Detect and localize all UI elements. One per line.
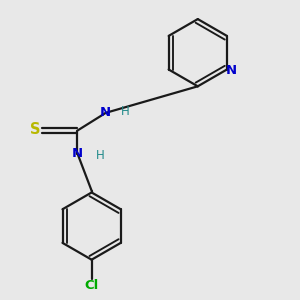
Text: H: H (121, 105, 130, 118)
Text: N: N (72, 147, 83, 160)
Text: N: N (100, 106, 111, 119)
Text: H: H (96, 149, 105, 162)
Text: S: S (31, 122, 41, 137)
Text: N: N (226, 64, 237, 77)
Text: Cl: Cl (85, 279, 99, 292)
